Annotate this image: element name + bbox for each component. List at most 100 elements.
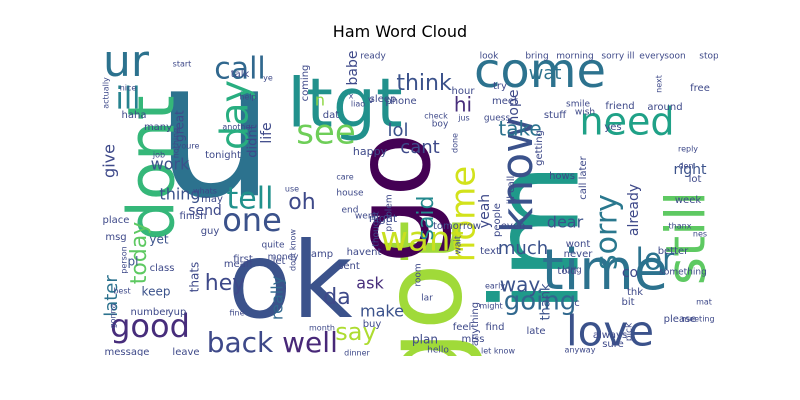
word-msg: msg [105, 232, 126, 243]
word-soon: soon [664, 52, 685, 62]
word-number: number [130, 307, 170, 318]
word-coming: coming [300, 65, 311, 102]
word-might: might [479, 302, 502, 311]
word-late: late [527, 326, 546, 337]
word-den: den [678, 162, 693, 171]
word-finish: finish [180, 211, 207, 222]
word-sent: sent [338, 261, 360, 272]
word-nice: nice [120, 84, 137, 93]
word-something: something [659, 268, 707, 278]
word-miss: miss [462, 334, 485, 345]
word-talk: talk [231, 69, 250, 80]
word-cant: cant [400, 137, 439, 158]
word-plan: plan [412, 333, 438, 347]
word-even: even [501, 221, 526, 232]
word-ok: ok [227, 220, 352, 342]
word-bit: bit [621, 297, 634, 308]
word-end: end [342, 206, 359, 216]
word-dat: dat [323, 110, 339, 121]
word-ill-call: ill call [506, 176, 517, 205]
word-anyway: anyway [565, 346, 596, 355]
word-way: way [500, 273, 541, 297]
word-lor: lor [635, 243, 675, 278]
word-please: please [664, 314, 697, 325]
word-morning: morning [556, 52, 593, 62]
word-every: every [639, 52, 665, 62]
word-later: later [101, 275, 122, 317]
word-smile: smile [566, 100, 590, 110]
word-look: look [480, 52, 500, 62]
word-lol: lol [387, 120, 408, 141]
word-month: month [309, 324, 335, 333]
word-meet: meet [492, 96, 518, 107]
word-back: back [207, 326, 274, 356]
word-much: much [498, 238, 548, 259]
word-babe: babe [345, 51, 361, 86]
word-start: start [173, 60, 192, 69]
word-dont: dont [116, 95, 190, 240]
word-actually: actually [102, 77, 111, 109]
word-take: take [498, 117, 541, 141]
word-really: really [268, 276, 287, 320]
word-class: class [150, 263, 175, 274]
word-great: great [173, 110, 187, 142]
word-keep: keep [142, 285, 171, 299]
word-thats: thats [188, 262, 202, 293]
word-hope: hope [506, 90, 522, 125]
chart-title: Ham Word Cloud [332, 22, 468, 41]
word-sorry-ill: sorry ill [601, 52, 634, 62]
word-hey: hey [205, 271, 246, 296]
word-done: done [451, 133, 460, 153]
word-dinner: dinner [344, 349, 370, 357]
word-going: going [504, 287, 577, 317]
word-said: said [414, 195, 439, 240]
word-pl: pl [128, 255, 139, 269]
word-thank: thank [539, 283, 554, 321]
word-mat: mat [696, 298, 712, 307]
word-friend: friend [605, 101, 634, 112]
word-work: work [151, 155, 190, 174]
word-nothing: nothing [172, 128, 181, 159]
word-love: love [566, 307, 654, 356]
word-life: life [259, 122, 275, 143]
word-thought: thought [372, 211, 382, 247]
word-oh: oh [288, 190, 315, 215]
word-money: money [268, 253, 300, 263]
word-tomorrow: tomorrow [433, 221, 481, 232]
word-anything: anything [470, 302, 481, 346]
word-thing: thing [159, 185, 200, 204]
word-place: place [103, 215, 130, 226]
word-know: know [492, 117, 543, 233]
word-home: home [444, 166, 484, 262]
word-time: time [542, 238, 669, 303]
word-getting: getting [534, 130, 545, 166]
word-sorry: sorry [590, 194, 625, 270]
word-lar: lar [421, 294, 433, 304]
word-u: u [155, 48, 275, 240]
word-ready: ready [360, 52, 386, 62]
word-want: want [380, 220, 464, 260]
word-another: another [222, 123, 254, 132]
word-call-later: call later [578, 155, 589, 199]
word-n: n [315, 91, 325, 110]
word-hello: hello [427, 346, 449, 356]
word-need: need [580, 100, 675, 144]
word-never: never [564, 249, 594, 260]
word-da: da [323, 285, 350, 310]
word-fine: fine [229, 309, 244, 318]
word-still: still [655, 191, 718, 285]
word-youre: youre [177, 142, 200, 151]
word-bring: bring [525, 52, 548, 62]
word-yes: yes [604, 122, 621, 133]
word-havent: havent [347, 247, 382, 258]
word-send: send [188, 203, 222, 219]
word-hows: hows [549, 171, 575, 182]
word-ur: ur [103, 48, 150, 87]
word-problem: problem [385, 194, 395, 231]
word-tell: tell [227, 182, 274, 217]
word-person: person [120, 246, 129, 273]
word-leave: leave [172, 347, 199, 356]
word-x: x [349, 92, 354, 101]
word-phone: phone [385, 96, 416, 107]
word-meeting: meeting [681, 315, 714, 324]
